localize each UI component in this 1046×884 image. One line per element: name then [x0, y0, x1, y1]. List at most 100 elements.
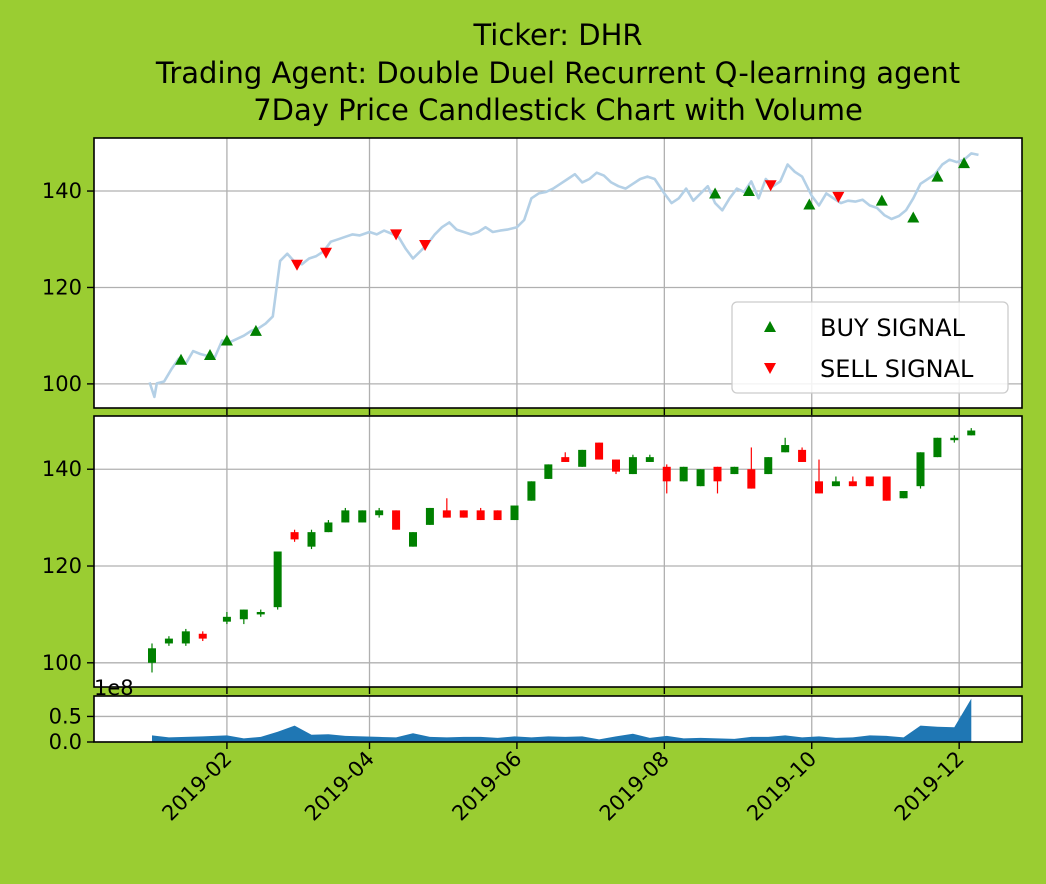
- volume-ytick-label: 0.0: [49, 730, 82, 754]
- candle-body: [375, 510, 384, 516]
- candle-body: [164, 638, 173, 644]
- price-ytick-label: 140: [42, 179, 82, 203]
- candle-up: [256, 609, 265, 617]
- candle-body: [967, 430, 976, 436]
- candle-up: [239, 609, 248, 625]
- candle-body: [222, 616, 231, 622]
- legend: BUY SIGNAL SELL SIGNAL: [731, 301, 1009, 394]
- candle-up: [358, 510, 367, 523]
- buy-signal-marker: [875, 194, 888, 206]
- ohlc-grid: [94, 416, 1022, 687]
- candle-up: [164, 636, 173, 646]
- candle-up: [730, 466, 739, 475]
- candle-body: [459, 510, 468, 518]
- volume-panel: 0.00.5 1e8: [49, 676, 1023, 754]
- xtick-label: 2019-08: [595, 747, 674, 826]
- candle-down: [747, 447, 756, 489]
- candle-body: [612, 459, 620, 472]
- candle-body: [899, 491, 908, 499]
- candle-body: [713, 466, 722, 482]
- candle-down: [595, 442, 604, 460]
- candle-body: [950, 437, 959, 441]
- ohlc-border: [93, 415, 1023, 688]
- ohlc-ytick-label: 120: [42, 554, 82, 578]
- candle-body: [831, 481, 840, 487]
- candle-body: [798, 449, 807, 462]
- candlestick-panel: 100 120 140: [42, 415, 1023, 694]
- candle-up: [324, 520, 333, 533]
- candle-body: [696, 469, 705, 487]
- candle-down: [815, 459, 823, 494]
- sell-signal-marker: [320, 247, 332, 259]
- xtick-label: 2019-06: [447, 747, 526, 826]
- legend-sell-marker: [764, 363, 776, 374]
- buy-signal-marker: [931, 170, 944, 182]
- legend-sell-label: SELL SIGNAL: [820, 355, 974, 383]
- candle-body: [544, 464, 553, 479]
- candle-up: [425, 507, 434, 525]
- buy-signal-marker: [803, 198, 816, 210]
- candle-body: [595, 442, 604, 460]
- candle-body: [645, 457, 654, 462]
- candle-body: [341, 510, 350, 523]
- candle-body: [628, 457, 637, 475]
- volume-background: [94, 696, 1022, 742]
- candle-up: [375, 507, 384, 518]
- candle-up: [679, 466, 688, 482]
- candle-body: [815, 481, 823, 494]
- candle-up: [527, 481, 536, 501]
- buy-signal-marker: [958, 157, 970, 169]
- candle-body: [561, 457, 570, 462]
- candle-body: [662, 466, 671, 482]
- title-line-1: Ticker: DHR: [472, 18, 642, 52]
- candle-up: [628, 454, 637, 475]
- candle-up: [409, 532, 417, 547]
- candle-up: [933, 437, 942, 458]
- candle-body: [239, 609, 248, 620]
- candle-body: [527, 481, 536, 501]
- ohlc-ytick-label: 100: [42, 651, 82, 675]
- candle-down: [798, 447, 807, 462]
- candle-down: [198, 631, 207, 642]
- x-axis: 2019-02 2019-04 2019-06 2019-08 2019-10 2019-…: [157, 742, 969, 826]
- candle-up: [341, 507, 350, 523]
- candle-body: [848, 481, 857, 487]
- candle-body: [781, 445, 790, 453]
- candle-body: [409, 532, 417, 547]
- volume-ytick-label: 0.5: [49, 704, 82, 728]
- candle-up: [273, 551, 282, 610]
- candle-body: [148, 648, 156, 663]
- candle-body: [256, 611, 265, 615]
- price-ytick-label: 100: [42, 372, 82, 396]
- candle-down: [865, 476, 874, 487]
- buy-signal-marker: [204, 348, 216, 360]
- candle-down: [290, 529, 299, 542]
- ohlc-background: [94, 416, 1022, 687]
- candle-down: [476, 507, 485, 521]
- volume-border: [93, 695, 1023, 743]
- candle-body: [764, 457, 773, 475]
- candle-down: [713, 466, 722, 494]
- buy-signal-marker: [709, 187, 722, 199]
- candle-up: [831, 476, 840, 487]
- candle-body: [198, 633, 207, 639]
- candle-up: [696, 469, 705, 487]
- buy-signal-marker: [742, 185, 755, 197]
- buy-signal-marker: [175, 353, 187, 365]
- sell-signal-marker: [291, 259, 303, 271]
- sell-signal-marker: [419, 240, 432, 252]
- ohlc-ytick-label: 140: [42, 457, 82, 481]
- candle-down: [662, 464, 671, 494]
- candle-body: [933, 437, 942, 458]
- candle-body: [442, 510, 451, 518]
- candle-body: [679, 466, 688, 482]
- candle-up: [645, 454, 654, 462]
- candle-body: [476, 510, 485, 521]
- candle-down: [459, 510, 468, 518]
- candle-up: [781, 437, 790, 453]
- candle-down: [442, 498, 451, 518]
- candle-body: [181, 631, 190, 644]
- candle-up: [950, 435, 959, 443]
- buy-signal-marker: [220, 334, 233, 346]
